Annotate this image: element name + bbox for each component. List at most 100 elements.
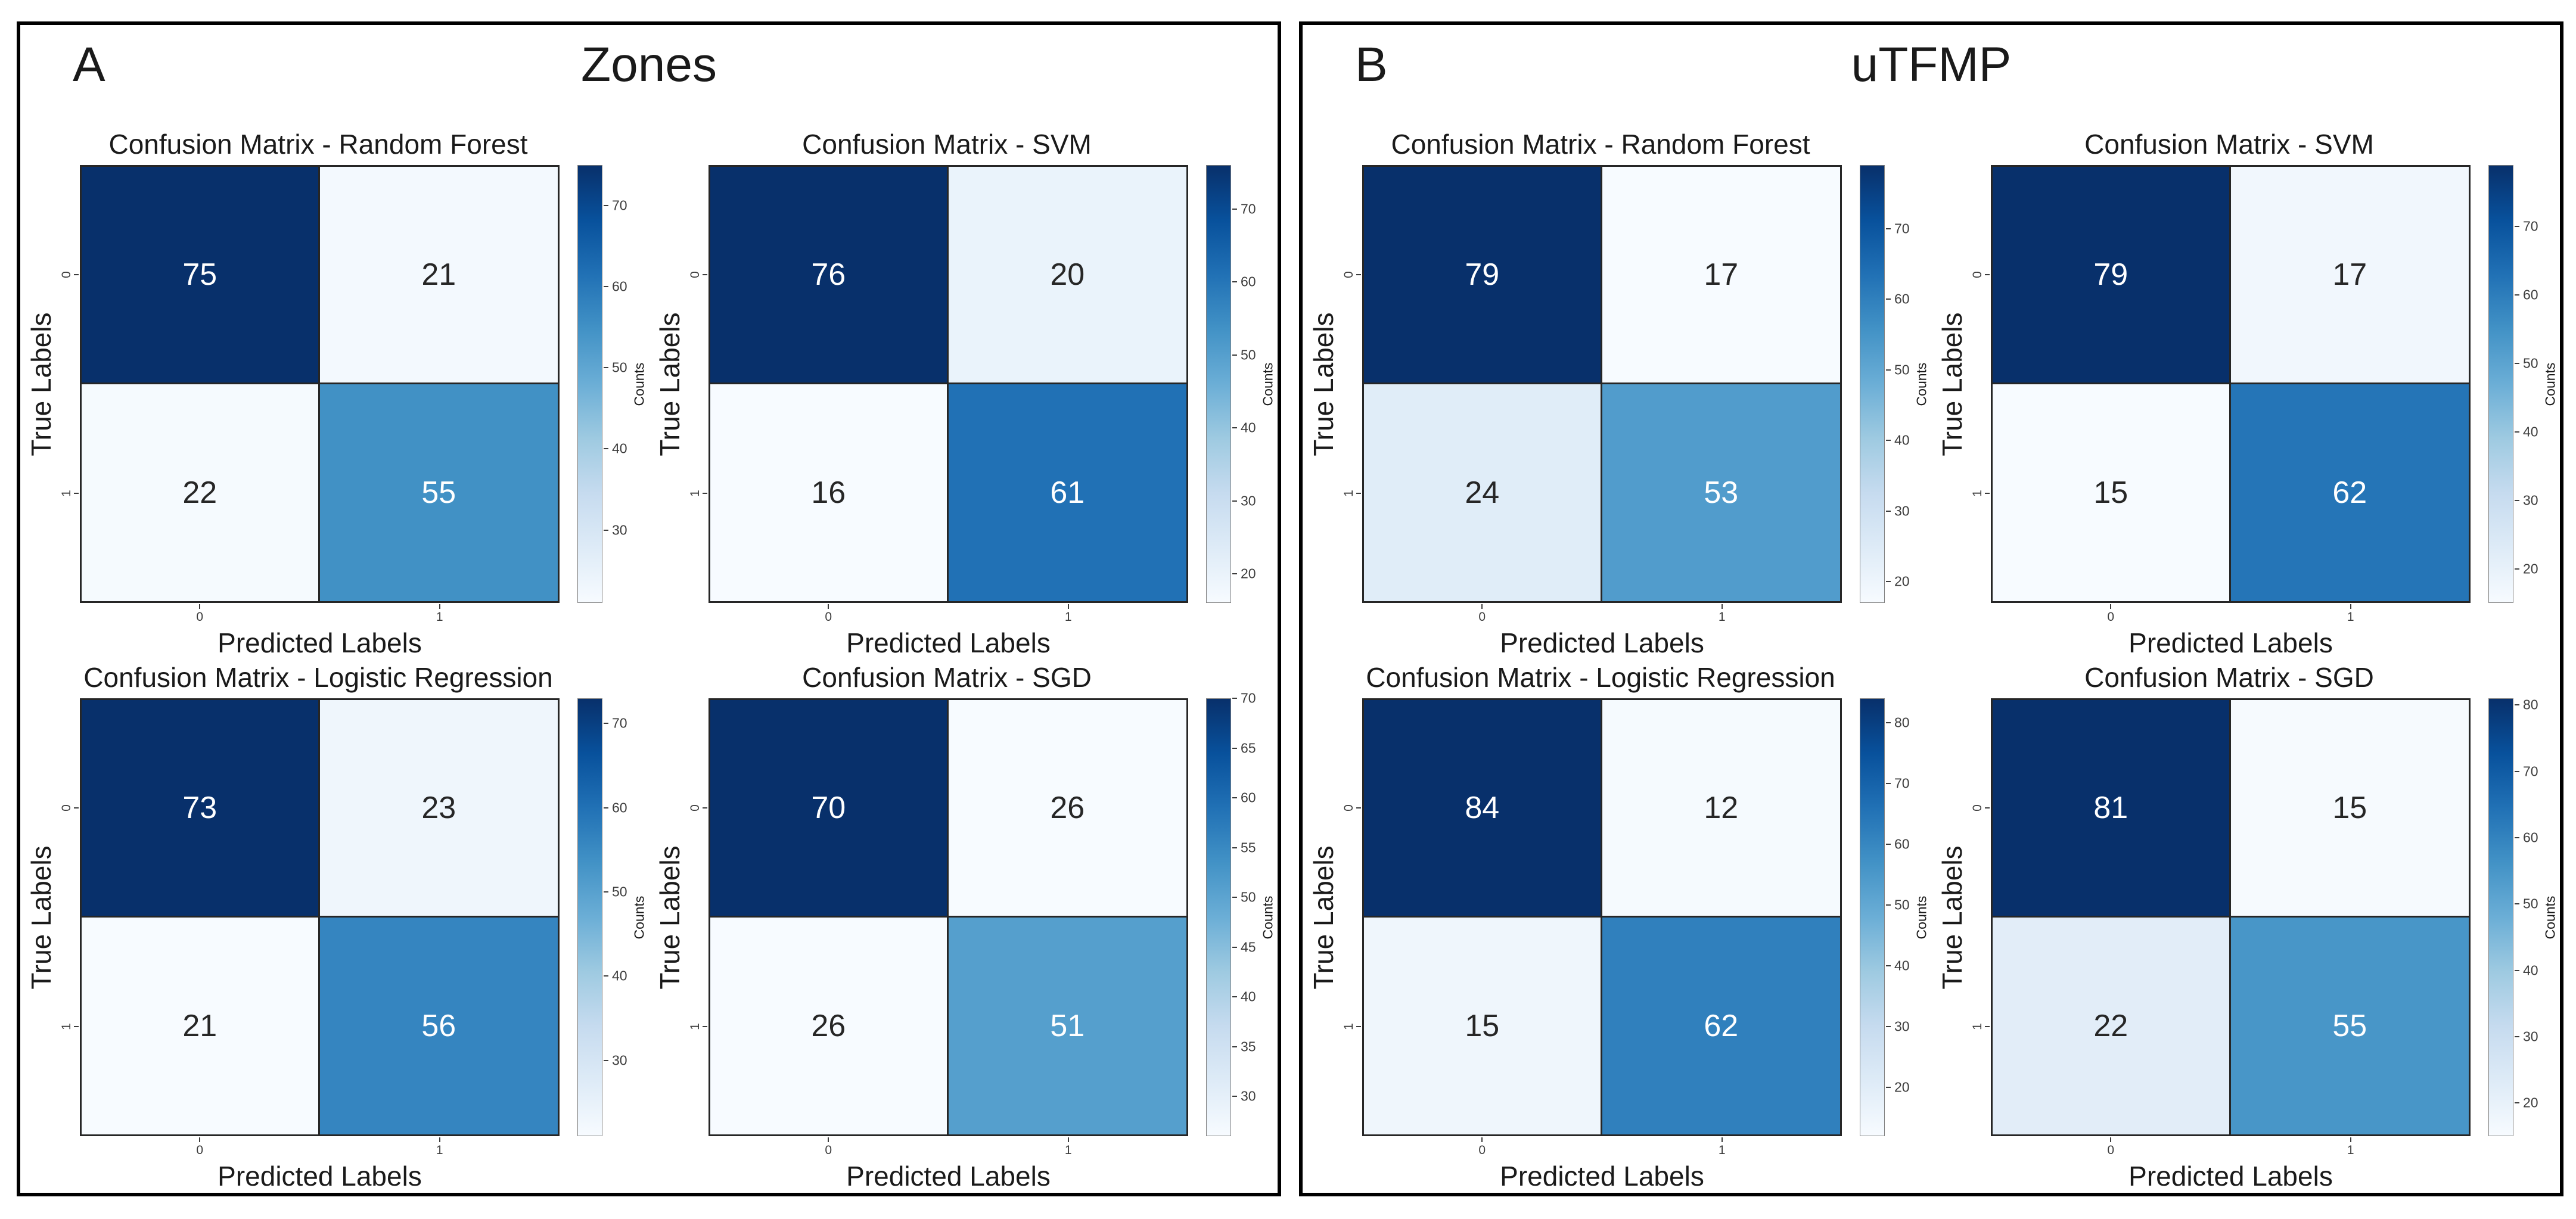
x-tick-mark — [439, 1137, 440, 1142]
y-tick-label: 0 — [688, 804, 702, 811]
matrix-cell: 26 — [948, 700, 1186, 918]
y-axis-label: True Labels — [1308, 845, 1339, 990]
colorbar-tick-label: 50 — [1894, 362, 1910, 378]
x-tick-mark — [2110, 1137, 2112, 1142]
colorbar-tick-mark — [1886, 782, 1891, 784]
matrix-cell: 56 — [319, 917, 558, 1134]
x-tick-mark — [1481, 1137, 1483, 1142]
y-axis-label: True Labels — [1308, 312, 1339, 456]
colorbar-tick-mark — [1232, 573, 1237, 574]
colorbar — [577, 165, 602, 603]
x-axis-label: Predicted Labels — [2128, 627, 2333, 658]
y-tick-label: 1 — [1971, 490, 1984, 497]
confusion-matrix-subplot: Confusion Matrix - SVM True Labels 0 1 76 20 1… — [649, 123, 1278, 658]
matrix-cell: 21 — [82, 917, 320, 1134]
colorbar-tick-label: 30 — [612, 1052, 627, 1068]
matrix-cell: 22 — [1993, 917, 2231, 1134]
colorbar-tick-mark — [604, 891, 608, 893]
colorbar-tick-mark — [1232, 698, 1237, 699]
colorbar-tick-label: 70 — [1894, 220, 1910, 237]
colorbar-tick-mark — [604, 286, 608, 288]
colorbar-tick-label: 30 — [1241, 1088, 1256, 1104]
colorbar-tick-mark — [1232, 847, 1237, 848]
y-tick-mark — [1985, 807, 1990, 808]
subplot-grid: Confusion Matrix - Random Forest True Lab… — [20, 123, 1278, 1192]
y-tick-mark — [1985, 273, 1990, 275]
y-tick-mark — [74, 493, 79, 495]
colorbar-tick-label: 55 — [1241, 839, 1256, 856]
confusion-matrix-subplot: Confusion Matrix - SGD True Labels 0 1 70 26 2… — [649, 657, 1278, 1192]
colorbar-tick-label: 50 — [1241, 889, 1256, 905]
colorbar-tick-label: 60 — [2523, 829, 2538, 845]
x-tick-label: 1 — [1064, 1143, 1072, 1157]
colorbar-tick-mark — [2515, 431, 2519, 433]
colorbar-tick-mark — [1232, 946, 1237, 948]
x-tick-mark — [1721, 604, 1723, 609]
colorbar-tick-mark — [2515, 568, 2519, 570]
matrix-cell: 17 — [2230, 167, 2469, 384]
x-tick-label: 1 — [2347, 610, 2354, 624]
x-tick-label: 1 — [1718, 1143, 1726, 1157]
colorbar-tick-label: 70 — [2523, 218, 2538, 234]
x-tick-label: 0 — [2107, 610, 2115, 624]
x-axis-label: Predicted Labels — [1500, 627, 1704, 658]
panel-zones: A Zones Confusion Matrix - Random Forest… — [17, 21, 1281, 1196]
panel-letter: A — [73, 38, 105, 92]
x-axis-label: Predicted Labels — [1500, 1161, 1704, 1192]
subplot-title: Confusion Matrix - SGD — [2084, 662, 2374, 693]
x-axis-label: Predicted Labels — [2128, 1161, 2333, 1192]
colorbar-tick-mark — [1232, 427, 1237, 428]
x-tick-mark — [828, 1137, 829, 1142]
x-tick-label: 0 — [1478, 1143, 1486, 1157]
colorbar-tick-label: 80 — [1894, 714, 1910, 730]
matrix-cell: 21 — [319, 167, 558, 384]
panel-letter: B — [1355, 38, 1388, 92]
y-tick-label: 1 — [1342, 490, 1356, 497]
colorbar-tick-mark — [604, 529, 608, 531]
colorbar-tick-label: 60 — [2523, 287, 2538, 303]
x-tick-label: 1 — [2347, 1143, 2354, 1157]
subplot-grid: Confusion Matrix - Random Forest True Lab… — [1303, 123, 2560, 1192]
x-tick-mark — [1067, 1137, 1069, 1142]
colorbar-tick-mark — [1232, 500, 1237, 502]
x-tick-label: 1 — [1718, 610, 1726, 624]
y-tick-label: 1 — [60, 1023, 73, 1031]
colorbar-tick-label: 20 — [2523, 561, 2538, 577]
colorbar-tick-label: 50 — [1894, 897, 1910, 913]
colorbar-tick-mark — [1886, 722, 1891, 723]
x-tick-mark — [2350, 1137, 2351, 1142]
x-tick-mark — [439, 604, 440, 609]
panel-utfmp: B uTFMP Confusion Matrix - Random Forest… — [1299, 21, 2563, 1196]
colorbar-tick-mark — [2515, 770, 2519, 772]
confusion-matrix-subplot: Confusion Matrix - Random Forest True Lab… — [1303, 123, 1931, 658]
colorbar-tick-mark — [2515, 1102, 2519, 1104]
x-tick-mark — [1481, 604, 1483, 609]
colorbar-tick-mark — [1886, 228, 1891, 229]
matrix-cell: 12 — [1602, 700, 1840, 918]
colorbar-tick-label: 40 — [612, 440, 627, 456]
colorbar-tick-label: 60 — [1241, 789, 1256, 806]
colorbar-tick-mark — [2515, 499, 2519, 501]
colorbar — [2488, 165, 2513, 603]
colorbar-tick-mark — [1886, 1087, 1891, 1089]
confusion-matrix: 76 20 16 61 — [709, 165, 1188, 603]
y-tick-mark — [703, 1026, 707, 1028]
colorbar-tick-label: 60 — [612, 800, 627, 816]
colorbar-tick-label: 20 — [1894, 573, 1910, 589]
matrix-cell: 15 — [1993, 384, 2231, 601]
colorbar — [1860, 698, 1885, 1136]
colorbar-tick-mark — [604, 448, 608, 450]
x-tick-mark — [2110, 604, 2112, 609]
colorbar-label: Counts — [631, 895, 647, 939]
colorbar-tick-mark — [604, 1059, 608, 1061]
x-tick-label: 1 — [1064, 610, 1072, 624]
colorbar-tick-label: 40 — [612, 968, 627, 984]
colorbar-tick-mark — [1232, 354, 1237, 356]
colorbar-tick-label: 80 — [2523, 696, 2538, 713]
colorbar-tick-mark — [2515, 294, 2519, 296]
y-tick-mark — [74, 1026, 79, 1028]
confusion-matrix-subplot: Confusion Matrix - SGD True Labels 0 1 81 15 2… — [1931, 657, 2560, 1192]
colorbar-tick-mark — [604, 205, 608, 207]
x-tick-label: 0 — [196, 610, 204, 624]
panel-title: uTFMP — [1851, 38, 2012, 92]
